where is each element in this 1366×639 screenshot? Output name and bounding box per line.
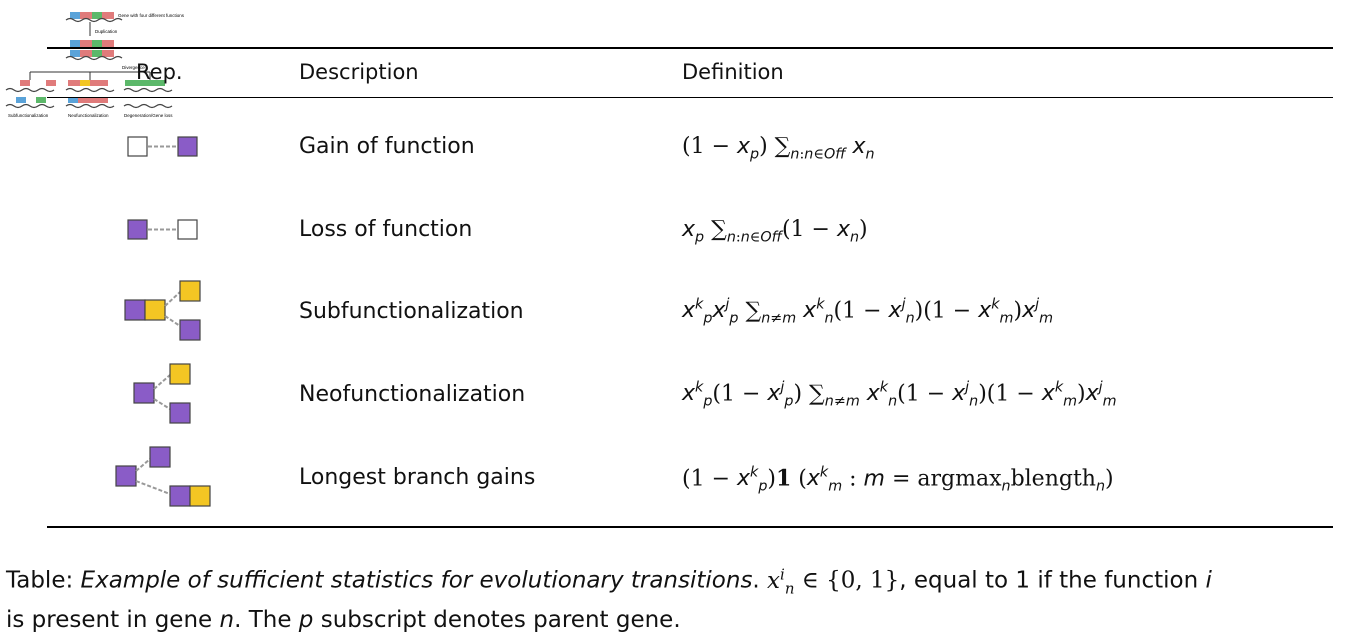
row-description: Neofunctionalization [299,382,526,407]
caption-prefix: Table: [6,567,81,594]
header-description: Description [299,60,419,84]
thumbnail-outcomes [5,80,173,109]
neofunctionalization-definition: xkp(1 − xjp) ∑n≠m xkn(1 − xjn)(1 − xkm)x… [682,380,1117,410]
caption-rest2: is present in gene [6,607,213,634]
loss-definition: xp ∑n:n∈Off(1 − xn) [682,217,868,246]
row-description: Subfunctionalization [299,299,524,324]
header-rep: Rep. [136,60,183,84]
row-description: Loss of function [299,217,473,242]
header-definition: Definition [682,60,784,84]
thumbnail-gene-dup [65,40,123,61]
subfunctionalization-icon [124,280,201,341]
gene-duplication-thumbnail: Gene with four different functions Dupli… [5,12,185,118]
loss-of-function-icon [127,219,198,240]
gain-of-function-icon [127,136,198,157]
caption-title: Example of sufficient statistics for evo… [80,567,753,594]
caption-rest4: subscript denotes parent gene. [320,607,681,634]
thumbnail-gene-top [65,12,123,23]
longest-branch-definition: (1 − xkp)1 (xkm : m = argmaxnblengthn) [682,465,1114,495]
gain-definition: (1 − xp) ∑n:n∈Off xn [682,134,875,163]
thumbnail-step1: Duplication [95,29,118,34]
thumbnail-out2: Neofunctionalization [68,113,109,118]
table-bottom-rule [47,526,1333,528]
thumbnail-top-label: Gene with four different functions [118,13,185,18]
row-description: Gain of function [299,134,475,159]
thumbnail-out1: Subfunctionalization [8,113,49,118]
table-caption: Table: Example of sufficient statistics … [6,565,1212,634]
neofunctionalization-icon [133,363,191,424]
longest-branch-gains-icon [115,446,211,507]
row-description: Longest branch gains [299,465,536,490]
caption-rest3: The [248,607,292,634]
table-top-rule [47,47,1333,49]
thumbnail-out3: Degeneration/Gene loss [124,113,173,118]
caption-rest: equal to 1 if the function [913,567,1199,594]
table-header-rule [47,97,1333,98]
subfunctionalization-definition: xkpxjp ∑n≠m xkn(1 − xjn)(1 − xkm)xjm [682,297,1054,327]
thumbnail-step2: Divergence [122,65,145,70]
